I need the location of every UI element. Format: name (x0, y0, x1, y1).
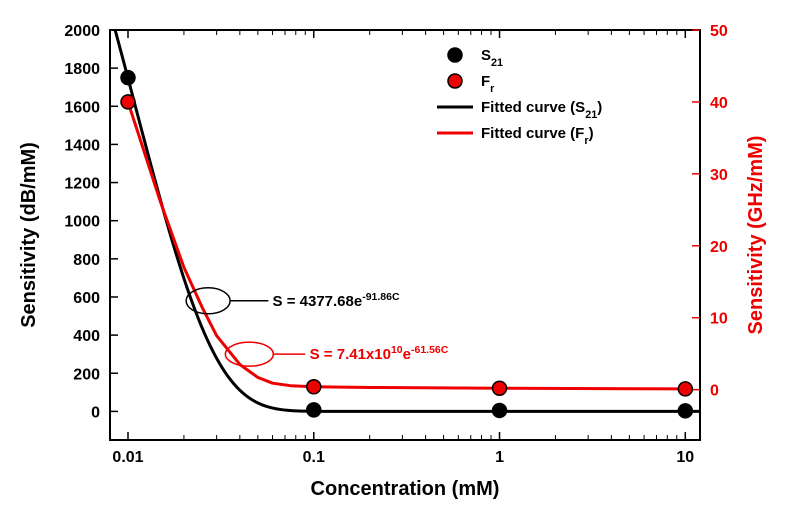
S21_points-marker (678, 404, 692, 418)
y2-tick-label: 40 (710, 95, 728, 112)
S21_points-marker (307, 403, 321, 417)
legend-marker (448, 48, 462, 62)
x-tick-label: 0.1 (303, 449, 325, 466)
y2-tick-label: 50 (710, 23, 728, 40)
plot-area (110, 30, 700, 440)
sensitivity-chart: 0.010.1110020040060080010001200140016001… (0, 0, 790, 523)
x-tick-label: 0.01 (112, 449, 143, 466)
y1-tick-label: 1800 (64, 61, 100, 78)
Fr_points-marker (121, 95, 135, 109)
chart-svg: 0.010.1110020040060080010001200140016001… (0, 0, 790, 523)
y1-tick-label: 800 (73, 252, 100, 269)
y1-tick-label: 1200 (64, 176, 100, 193)
y1-tick-label: 200 (73, 366, 100, 383)
Fr_points-marker (678, 382, 692, 396)
Fr_points-marker (493, 381, 507, 395)
y1-tick-label: 2000 (64, 23, 100, 40)
y2-tick-label: 30 (710, 167, 728, 184)
y1-tick-label: 600 (73, 290, 100, 307)
S21_points-marker (493, 403, 507, 417)
x-tick-label: 1 (495, 449, 504, 466)
y2-tick-label: 20 (710, 239, 728, 256)
y1-axis-label: Sensitivity (dB/mM) (18, 142, 40, 328)
y2-tick-label: 10 (710, 311, 728, 328)
legend-marker (448, 74, 462, 88)
y1-tick-label: 0 (91, 404, 100, 421)
y2-tick-label: 0 (710, 383, 719, 400)
x-axis-label: Concentration (mM) (311, 478, 500, 500)
x-tick-label: 10 (676, 449, 694, 466)
y1-tick-label: 1400 (64, 137, 100, 154)
y2-axis-label: Sensitivity (GHz/mM) (745, 136, 767, 335)
y1-tick-label: 1600 (64, 99, 100, 116)
Fr_points-marker (307, 380, 321, 394)
y1-tick-label: 1000 (64, 214, 100, 231)
y1-tick-label: 400 (73, 328, 100, 345)
S21_points-marker (121, 71, 135, 85)
